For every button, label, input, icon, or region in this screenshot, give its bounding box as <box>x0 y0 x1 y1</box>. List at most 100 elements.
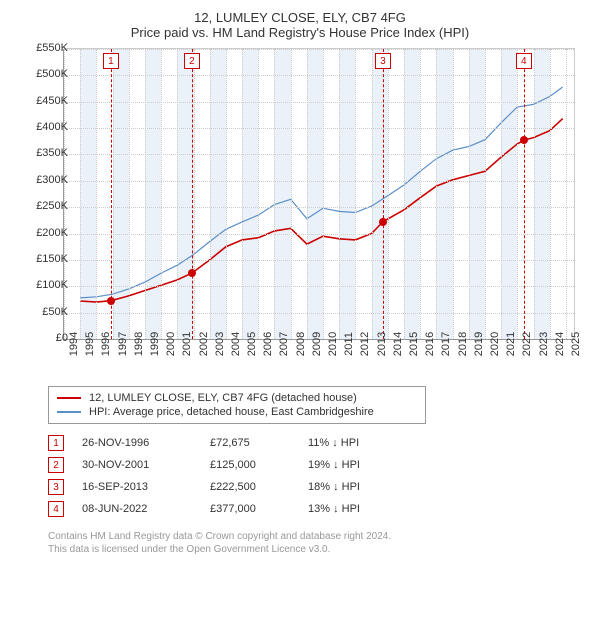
legend-swatch-property <box>57 397 81 399</box>
series-line-property <box>80 119 563 303</box>
gridline-v <box>226 49 227 339</box>
y-tick-label: £0 <box>18 332 68 344</box>
gridline-h <box>64 49 574 50</box>
marker-line <box>524 49 525 339</box>
title-line2: Price paid vs. HM Land Registry's House … <box>10 25 590 40</box>
x-tick-label: 1999 <box>149 332 161 356</box>
x-tick-label: 2025 <box>570 332 582 356</box>
gridline-v <box>388 49 389 339</box>
legend-item-hpi: HPI: Average price, detached house, East… <box>57 405 417 419</box>
marker-box: 2 <box>184 53 200 69</box>
gridline-h <box>64 286 574 287</box>
transaction-price: £377,000 <box>210 503 290 515</box>
y-tick-label: £100K <box>18 279 68 291</box>
marker-line <box>383 49 384 339</box>
transaction-row: 230-NOV-2001£125,00019% ↓ HPI <box>48 454 590 476</box>
gridline-v <box>194 49 195 339</box>
plot-area: 1234 <box>64 48 575 339</box>
gridline-v <box>274 49 275 339</box>
transaction-date: 16-SEP-2013 <box>82 481 192 493</box>
gridline-v <box>80 49 81 339</box>
x-tick-label: 2010 <box>327 332 339 356</box>
x-tick-label: 2021 <box>505 332 517 356</box>
x-tick-label: 1996 <box>100 332 112 356</box>
gridline-v <box>242 49 243 339</box>
x-tick-label: 1994 <box>68 332 80 356</box>
gridline-v <box>501 49 502 339</box>
x-tick-label: 2013 <box>376 332 388 356</box>
marker-dot <box>379 218 387 226</box>
transaction-diff: 18% ↓ HPI <box>308 481 398 493</box>
x-tick-label: 2016 <box>424 332 436 356</box>
y-tick-label: £150K <box>18 253 68 265</box>
gridline-v <box>404 49 405 339</box>
gridline-h <box>64 207 574 208</box>
transaction-diff: 13% ↓ HPI <box>308 503 398 515</box>
gridline-v <box>453 49 454 339</box>
gridline-v <box>339 49 340 339</box>
series-line-hpi <box>80 87 563 298</box>
x-tick-label: 2023 <box>538 332 550 356</box>
transaction-date: 30-NOV-2001 <box>82 459 192 471</box>
gridline-v <box>96 49 97 339</box>
transactions-table: 126-NOV-1996£72,67511% ↓ HPI230-NOV-2001… <box>48 432 590 520</box>
y-tick-label: £550K <box>18 42 68 54</box>
transaction-date: 26-NOV-1996 <box>82 437 192 449</box>
y-tick-label: £350K <box>18 147 68 159</box>
transaction-diff: 11% ↓ HPI <box>308 437 398 449</box>
title-line1: 12, LUMLEY CLOSE, ELY, CB7 4FG <box>10 10 590 25</box>
x-tick-label: 2004 <box>230 332 242 356</box>
x-tick-label: 1997 <box>117 332 129 356</box>
footnote-line2: This data is licensed under the Open Gov… <box>48 543 590 556</box>
x-tick-label: 2022 <box>521 332 533 356</box>
gridline-v <box>372 49 373 339</box>
marker-line <box>192 49 193 339</box>
y-tick-label: £50K <box>18 306 68 318</box>
gridline-v <box>550 49 551 339</box>
marker-dot <box>188 269 196 277</box>
chart-title: 12, LUMLEY CLOSE, ELY, CB7 4FG Price pai… <box>10 10 590 40</box>
x-tick-label: 1995 <box>84 332 96 356</box>
x-tick-label: 2007 <box>278 332 290 356</box>
transaction-date: 08-JUN-2022 <box>82 503 192 515</box>
marker-dot <box>107 297 115 305</box>
gridline-v <box>145 49 146 339</box>
gridline-v <box>534 49 535 339</box>
transaction-price: £125,000 <box>210 459 290 471</box>
x-tick-label: 2019 <box>473 332 485 356</box>
gridline-v <box>307 49 308 339</box>
x-tick-label: 2005 <box>246 332 258 356</box>
x-tick-label: 2011 <box>343 332 355 356</box>
footnote-line1: Contains HM Land Registry data © Crown c… <box>48 530 590 543</box>
legend: 12, LUMLEY CLOSE, ELY, CB7 4FG (detached… <box>48 386 426 424</box>
x-tick-label: 2018 <box>457 332 469 356</box>
x-tick-label: 2017 <box>440 332 452 356</box>
legend-label-hpi: HPI: Average price, detached house, East… <box>89 406 374 418</box>
x-tick-label: 2003 <box>214 332 226 356</box>
x-tick-label: 2024 <box>554 332 566 356</box>
legend-item-property: 12, LUMLEY CLOSE, ELY, CB7 4FG (detached… <box>57 391 417 405</box>
x-tick-label: 2000 <box>165 332 177 356</box>
gridline-v <box>113 49 114 339</box>
gridline-v <box>323 49 324 339</box>
transaction-diff: 19% ↓ HPI <box>308 459 398 471</box>
y-tick-label: £500K <box>18 68 68 80</box>
gridline-v <box>177 49 178 339</box>
transaction-row: 408-JUN-2022£377,00013% ↓ HPI <box>48 498 590 520</box>
transaction-index: 3 <box>48 479 64 495</box>
x-tick-label: 2014 <box>392 332 404 356</box>
y-tick-label: £400K <box>18 121 68 133</box>
x-tick-label: 2009 <box>311 332 323 356</box>
x-tick-label: 2020 <box>489 332 501 356</box>
gridline-h <box>64 313 574 314</box>
gridline-v <box>161 49 162 339</box>
gridline-v <box>258 49 259 339</box>
marker-box: 1 <box>103 53 119 69</box>
chart-container: 1234 19941995199619971998199920002001200… <box>24 48 584 378</box>
transaction-row: 126-NOV-1996£72,67511% ↓ HPI <box>48 432 590 454</box>
line-series <box>64 49 574 339</box>
gridline-h <box>64 154 574 155</box>
gridline-v <box>355 49 356 339</box>
transaction-index: 1 <box>48 435 64 451</box>
gridline-v <box>64 49 65 339</box>
